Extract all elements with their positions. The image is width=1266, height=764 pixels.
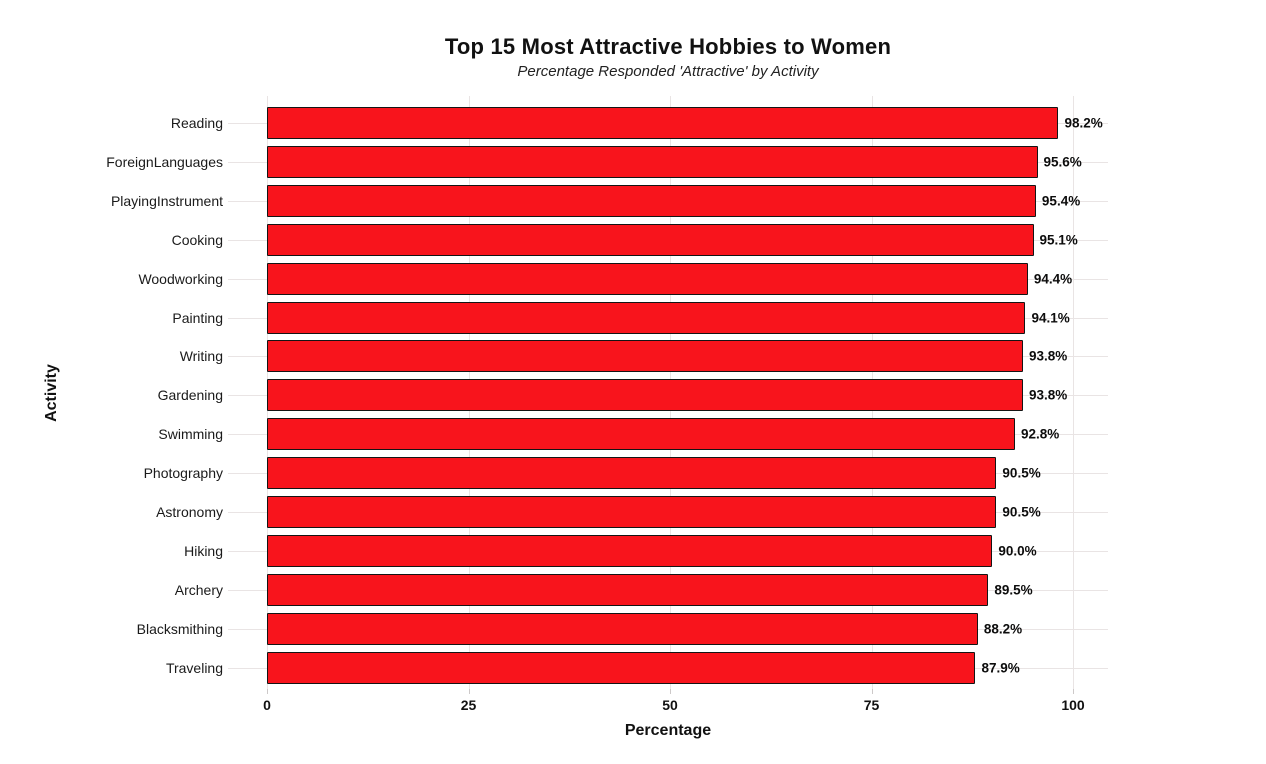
category-label: Traveling: [165, 659, 223, 676]
y-axis-category-labels: Reading ForeignLanguages PlayingInstrument…: [0, 96, 223, 689]
x-tick-label: 75: [863, 697, 880, 713]
category-label: Hiking: [184, 542, 223, 559]
bar-value-label: 95.4%: [1041, 193, 1081, 209]
vertical-gridline: [1073, 96, 1074, 689]
bar: [267, 145, 1038, 178]
bar-value-label: 95.1%: [1039, 232, 1078, 248]
x-tick-mark: [468, 689, 470, 694]
bar-value-label: 90.0%: [998, 543, 1037, 559]
bar: [267, 223, 1034, 256]
category-label: ForeignLanguages: [106, 153, 223, 170]
bar: [267, 496, 997, 528]
bar: [267, 107, 1059, 139]
category-label: Blacksmithing: [136, 620, 223, 637]
bar-value-label: 94.1%: [1031, 310, 1070, 325]
bar: [267, 534, 993, 567]
chart-subtitle: Percentage Responded 'Attractive' by Act…: [517, 63, 819, 80]
bar: [267, 340, 1024, 373]
bar-value-label: 98.2%: [1064, 115, 1103, 131]
bar-value-label: 93.8%: [1029, 387, 1068, 403]
bar: [267, 457, 997, 490]
x-tick-label: 50: [662, 697, 678, 713]
category-label: Swimming: [158, 426, 223, 443]
bar-value-label: 95.6%: [1043, 154, 1082, 170]
bar: [267, 184, 1036, 217]
bar-value-label: 90.5%: [1002, 465, 1041, 481]
x-tick-label: 25: [460, 697, 477, 713]
category-label: Painting: [172, 309, 223, 326]
x-tick-mark: [1073, 689, 1074, 694]
chart-title: Top 15 Most Attractive Hobbies to Women: [444, 34, 892, 59]
y-axis-label: Activity: [43, 364, 60, 422]
x-tick-mark: [267, 689, 268, 694]
bar: [267, 379, 1024, 412]
category-label: Archery: [174, 581, 223, 598]
bar-value-label: 89.5%: [994, 582, 1033, 598]
bar-value-label: 90.5%: [1002, 504, 1041, 520]
bar-value-label: 92.8%: [1020, 426, 1060, 442]
category-label: Gardening: [157, 387, 223, 404]
category-label: PlayingInstrument: [110, 192, 223, 209]
x-axis-label: Percentage: [624, 722, 712, 739]
category-label: Astronomy: [156, 504, 223, 520]
category-label: Cooking: [171, 231, 223, 248]
bar: [267, 573, 989, 606]
bar: [267, 612, 978, 645]
category-label: Woodworking: [138, 270, 223, 287]
category-label: Reading: [170, 115, 223, 131]
bar-value-label: 93.8%: [1029, 348, 1068, 364]
bar: [267, 301, 1026, 334]
bar: [267, 418, 1015, 451]
x-tick-label: 100: [1061, 697, 1085, 713]
category-label: Photography: [143, 465, 223, 482]
bar: [267, 262, 1028, 295]
axes: 98.2% 95.6% 95.4% 95.1% 94.4% 94.1% 93.8% 93.8%…: [228, 96, 1108, 689]
x-tick-mark: [871, 689, 873, 694]
category-label: Writing: [179, 348, 223, 365]
x-tick-label: 0: [263, 697, 271, 713]
bar: [267, 651, 976, 684]
bar-value-label: 87.9%: [981, 660, 1020, 676]
bar-value-label: 94.4%: [1033, 271, 1073, 287]
bar-value-label: 88.2%: [983, 621, 1023, 637]
x-tick-mark: [670, 689, 671, 694]
